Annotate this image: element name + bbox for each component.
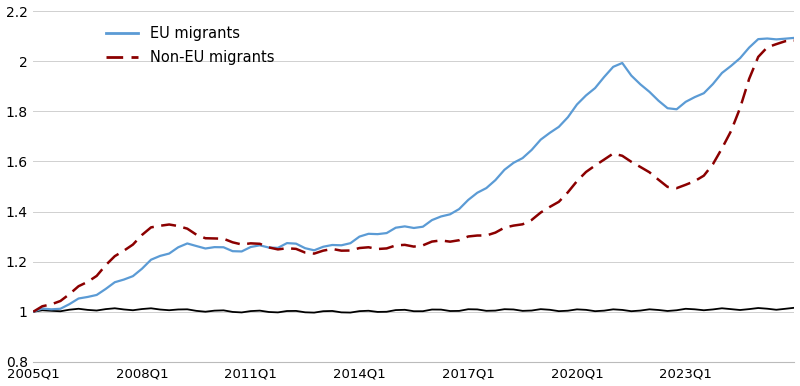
Non-EU migrants bbox=[790, 38, 799, 43]
Line: EU migrants: EU migrants bbox=[34, 38, 794, 312]
Non-EU migrants bbox=[744, 76, 754, 81]
EU migrants bbox=[790, 36, 799, 40]
EU migrants bbox=[744, 45, 754, 50]
EU migrants bbox=[291, 241, 301, 246]
Non-EU migrants bbox=[409, 244, 418, 249]
Non-EU migrants bbox=[291, 247, 301, 251]
Line: Non-EU migrants: Non-EU migrants bbox=[34, 41, 794, 312]
EU migrants bbox=[264, 245, 274, 250]
Non-EU migrants bbox=[255, 242, 265, 246]
Non-EU migrants bbox=[29, 310, 38, 314]
EU migrants bbox=[155, 254, 165, 258]
EU migrants bbox=[409, 226, 418, 230]
Legend: EU migrants, Non-EU migrants: EU migrants, Non-EU migrants bbox=[102, 22, 278, 69]
Non-EU migrants bbox=[264, 245, 274, 250]
EU migrants bbox=[255, 243, 265, 248]
Non-EU migrants bbox=[155, 223, 165, 228]
EU migrants bbox=[29, 310, 38, 314]
